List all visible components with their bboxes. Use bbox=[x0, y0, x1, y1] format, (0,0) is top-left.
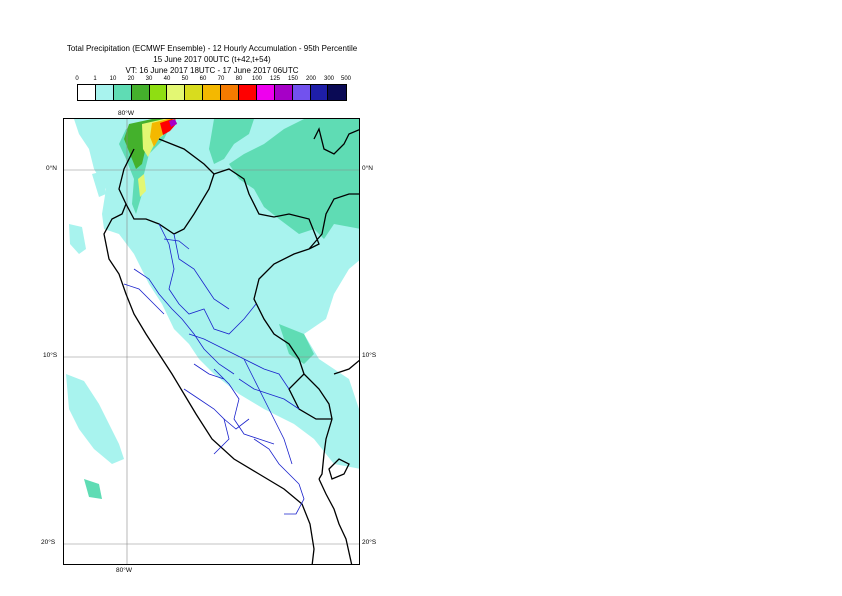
legend-tick-300: 300 bbox=[323, 76, 335, 82]
legend-swatch-2 bbox=[113, 85, 132, 100]
legend-tick-40: 40 bbox=[163, 76, 171, 82]
legend-swatch-8 bbox=[221, 85, 240, 100]
legend-ticks: 0 1 10 20 30 40 50 60 70 80 100 125 150 … bbox=[75, 76, 351, 85]
chart-title: Total Precipitation (ECMWF Ensemble) - 1… bbox=[66, 44, 358, 53]
lat-label-20S-left: 20°S bbox=[41, 539, 56, 546]
legend-swatch-10 bbox=[256, 85, 275, 100]
legend-tick-100: 100 bbox=[251, 76, 263, 82]
precip-medium-field bbox=[84, 119, 359, 499]
legend-tick-200: 200 bbox=[305, 76, 317, 82]
legend-tick-80: 80 bbox=[235, 76, 243, 82]
legend-swatch-5 bbox=[167, 85, 186, 100]
chart-subtitle-run: 15 June 2017 00UTC (t+42,t+54) bbox=[153, 55, 271, 64]
legend-tick-30: 30 bbox=[145, 76, 153, 82]
legend-swatch-1 bbox=[95, 85, 114, 100]
legend-swatch-4 bbox=[149, 85, 168, 100]
legend-swatch-13 bbox=[310, 85, 329, 100]
lat-label-0N-left: 0°N bbox=[46, 165, 57, 172]
lat-label-10S-left: 10°S bbox=[43, 352, 58, 359]
legend-tick-0: 0 bbox=[75, 76, 79, 82]
map-canvas bbox=[64, 119, 359, 564]
lon-label-bottom: 80°W bbox=[116, 567, 132, 574]
legend-tick-1: 1 bbox=[93, 76, 97, 82]
legend-tick-50: 50 bbox=[181, 76, 189, 82]
legend-swatch-6 bbox=[185, 85, 204, 100]
legend-swatch-7 bbox=[203, 85, 222, 100]
legend-tick-500: 500 bbox=[340, 76, 352, 82]
legend-tick-150: 150 bbox=[287, 76, 299, 82]
legend-swatch-9 bbox=[239, 85, 257, 100]
legend-tick-70: 70 bbox=[217, 76, 225, 82]
legend-tick-60: 60 bbox=[199, 76, 207, 82]
lat-label-20S-right: 20°S bbox=[362, 539, 377, 546]
legend-tick-125: 125 bbox=[269, 76, 281, 82]
legend-swatch-11 bbox=[274, 85, 293, 100]
legend-tick-20: 20 bbox=[127, 76, 135, 82]
lat-label-10S-right: 10°S bbox=[362, 352, 377, 359]
chart-subtitle-validity: VT: 16 June 2017 18UTC - 17 June 2017 06… bbox=[125, 66, 299, 75]
lat-label-0N-right: 0°N bbox=[362, 165, 373, 172]
legend-swatch-14 bbox=[328, 85, 347, 100]
regional-boundaries bbox=[123, 223, 305, 515]
legend-swatch-3 bbox=[131, 85, 150, 100]
lon-label-top: 80°W bbox=[118, 110, 134, 117]
legend-swatch-0 bbox=[78, 85, 96, 100]
color-legend: 0 1 10 20 30 40 50 60 70 80 100 125 150 … bbox=[75, 76, 351, 102]
precipitation-map bbox=[63, 118, 360, 565]
precip-purple-field bbox=[169, 119, 177, 127]
legend-color-bar bbox=[77, 84, 348, 101]
legend-tick-10: 10 bbox=[109, 76, 117, 82]
legend-swatch-12 bbox=[292, 85, 311, 100]
